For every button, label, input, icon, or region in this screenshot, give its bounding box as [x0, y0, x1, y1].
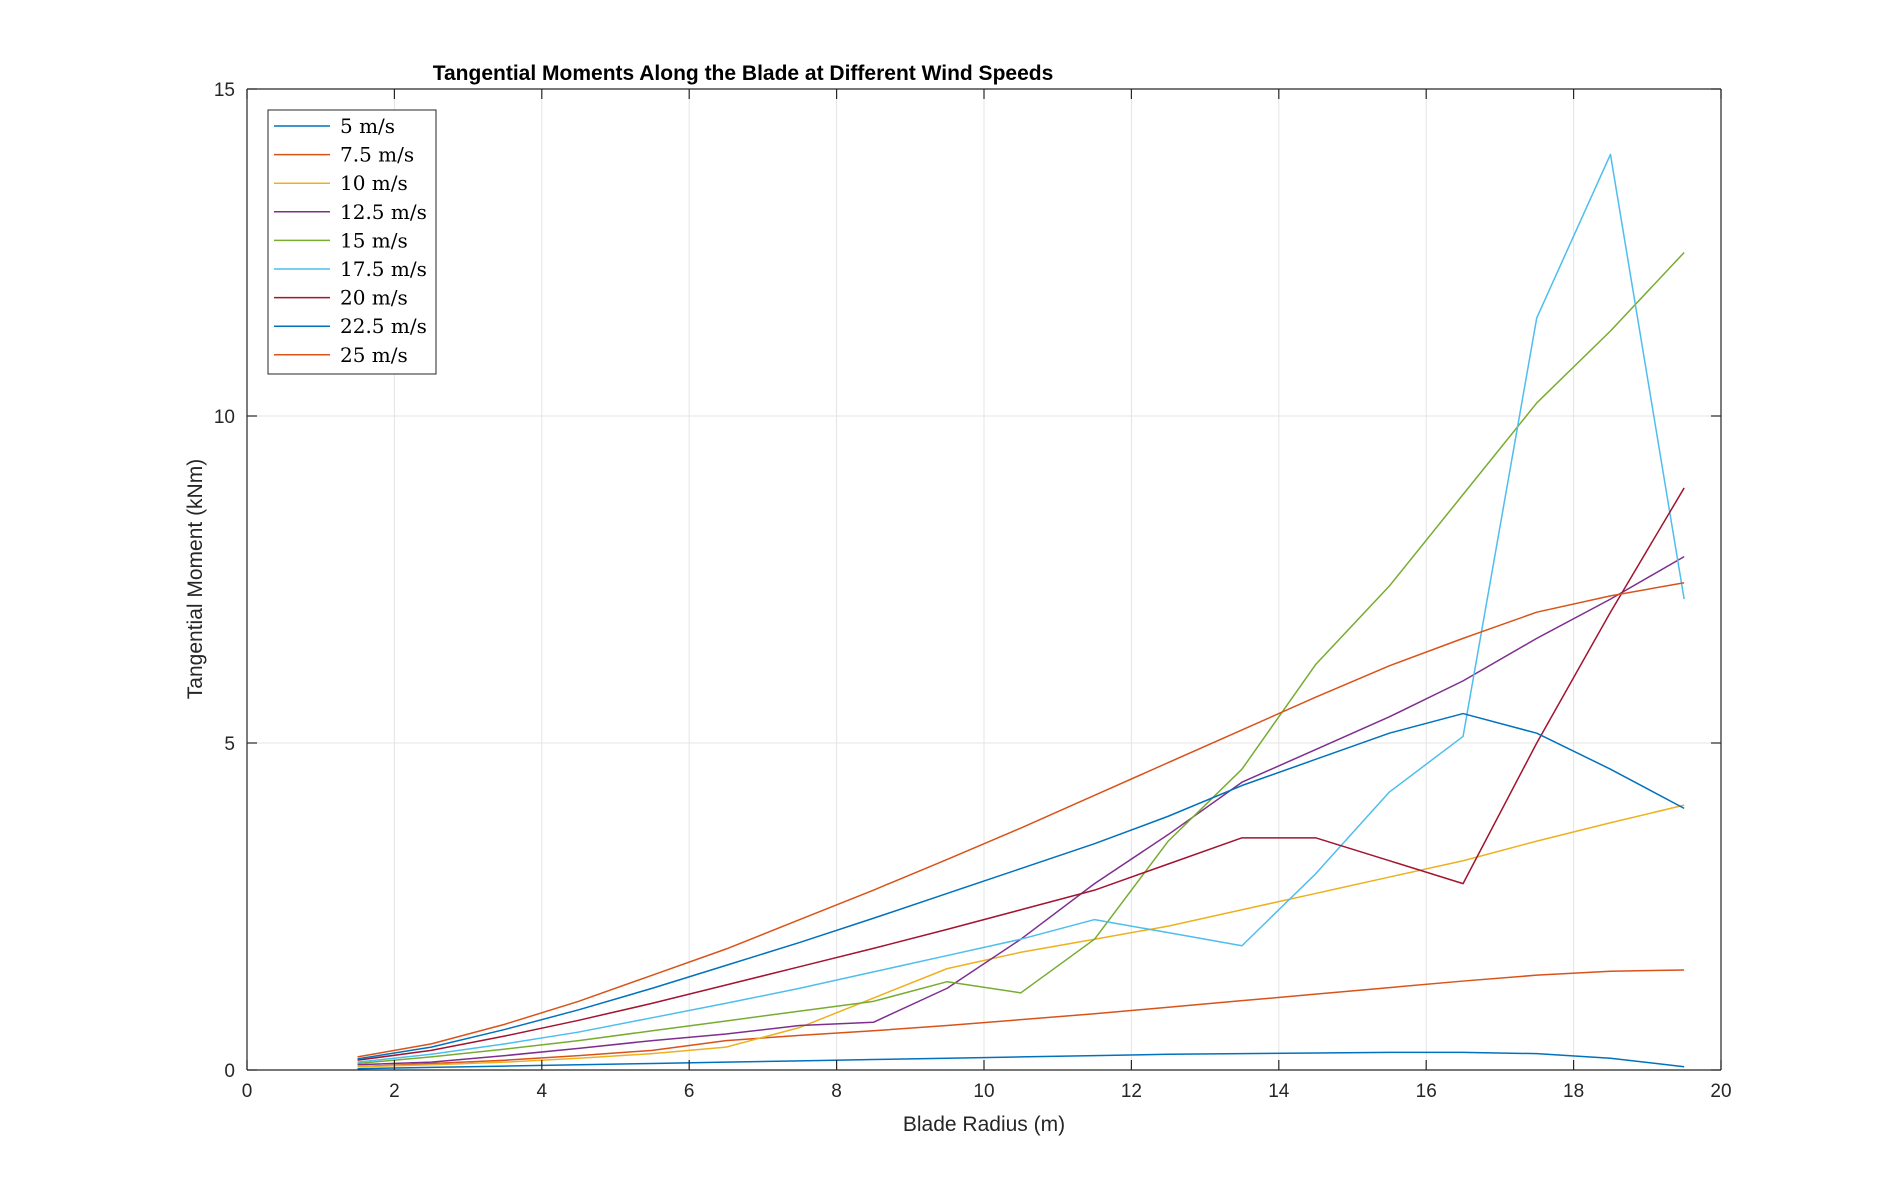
x-axis-label: Blade Radius (m) [903, 1113, 1065, 1136]
legend-entry-8: 25 m/s [340, 343, 408, 367]
series-group [357, 153, 1685, 1070]
legend-entry-0: 5 m/s [340, 114, 395, 138]
series-line-0 [357, 1051, 1685, 1070]
x-tick-label: 14 [1268, 1081, 1290, 1102]
y-tick-labels: 0 5 10 15 [214, 80, 235, 1082]
y-tick-label: 10 [214, 407, 235, 428]
series-line-7 [357, 712, 1685, 1060]
legend-entry-6: 20 m/s [340, 286, 408, 310]
grid [247, 89, 1721, 1070]
x-tick-label: 18 [1563, 1081, 1584, 1102]
legend-entry-5: 17.5 m/s [340, 257, 427, 281]
x-tick-label: 16 [1416, 1081, 1437, 1102]
x-tick-label: 0 [242, 1081, 253, 1102]
plot-area: 0 2 4 6 8 10 12 14 16 18 20 0 5 10 15 [214, 80, 1732, 1102]
x-tick-label: 10 [973, 1081, 994, 1102]
legend: 5 m/s 7.5 m/s 10 m/s 12.5 m/s 15 m/s 17.5 m/s… [267, 109, 437, 375]
legend-entry-1: 7.5 m/s [340, 143, 414, 167]
series-line-1 [357, 969, 1685, 1068]
x-tick-label: 20 [1710, 1081, 1731, 1102]
series-line-5 [357, 153, 1685, 1063]
x-tick-labels: 0 2 4 6 8 10 12 14 16 18 20 [242, 1081, 1732, 1102]
y-tick-label: 0 [224, 1061, 235, 1082]
chart-title: Tangential Moments Along the Blade at Di… [433, 62, 1054, 85]
series-line-8 [357, 582, 1685, 1058]
x-tick-label: 8 [831, 1081, 842, 1102]
legend-entry-2: 10 m/s [340, 171, 408, 195]
y-tick-label: 5 [224, 734, 235, 755]
x-tick-label: 6 [684, 1081, 695, 1102]
x-tick-label: 2 [389, 1081, 400, 1102]
legend-entry-3: 12.5 m/s [340, 200, 427, 224]
x-tick-label: 12 [1121, 1081, 1142, 1102]
series-line-6 [357, 487, 1685, 1061]
legend-entry-7: 22.5 m/s [340, 314, 427, 338]
legend-entry-4: 15 m/s [340, 228, 408, 252]
series-line-2 [357, 804, 1685, 1068]
y-axis-label: Tangential Moment (kNm) [184, 459, 207, 699]
axes [246, 88, 1722, 1071]
y-tick-label: 15 [214, 80, 235, 101]
series-line-4 [357, 251, 1685, 1065]
x-tick-label: 4 [537, 1081, 548, 1102]
